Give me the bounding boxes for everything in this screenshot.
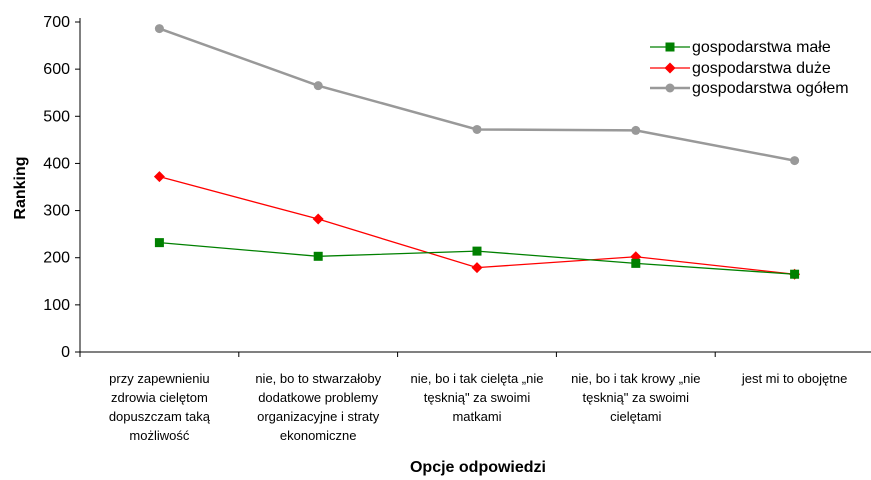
series-2 [153,171,801,280]
series-layer [153,24,801,280]
y-tick-label: 0 [61,344,70,361]
legend-label: gospodarstwa ogółem [692,80,849,97]
y-axis-title: Ranking [12,156,29,219]
data-point [472,124,482,134]
y-tick-label: 200 [43,250,70,267]
x-tick-label: nie, bo i tak krowy „nie tęsknią" za swoi… [571,371,700,424]
data-point [471,262,483,274]
x-tick-label: jest mi to obojętne [741,371,848,386]
data-point [313,251,323,261]
y-tick-label: 300 [43,203,70,220]
x-axis-ticks: przy zapewnieniu zdrowia cielętom dopuszcz… [79,352,848,443]
data-point [631,125,641,135]
y-tick-label: 400 [43,155,70,172]
legend-marker [665,83,675,93]
x-tick-label: nie, bo i tak cielęta „nie tęsknią" za sw… [411,371,544,424]
legend-item: gospodarstwa duże [650,60,831,77]
y-tick-label: 100 [43,297,70,314]
y-tick-label: 700 [43,14,70,31]
data-point [313,81,323,91]
y-axis-ticks: 0 100 200 300 400 500 600 700 [43,14,80,361]
legend-marker [664,62,676,74]
legend-label: gospodarstwa małe [692,39,831,56]
legend-label: gospodarstwa duże [692,60,831,77]
data-point [153,171,165,183]
x-tick-label: nie, bo to stwarzałoby dodatkowe problemy… [255,371,381,443]
data-point [312,213,324,225]
data-point [790,269,800,279]
legend: gospodarstwa małe gospodarstwa duże gospod… [650,39,849,97]
data-point [472,246,482,256]
legend-item: gospodarstwa ogółem [650,80,849,97]
series-1 [154,238,800,279]
y-tick-label: 500 [43,108,70,125]
data-point [154,238,164,248]
legend-item: gospodarstwa małe [650,39,831,56]
x-tick-label: przy zapewnieniu zdrowia cielętom dopuszcz… [109,371,211,443]
legend-marker [665,42,675,52]
data-point [631,258,641,268]
x-axis-title: Opcje odpowiedzi [410,459,546,476]
data-point [154,24,164,34]
axes [79,18,871,353]
y-tick-label: 600 [43,61,70,78]
data-point [790,156,800,166]
series-line [159,176,795,275]
series-3 [154,24,800,166]
